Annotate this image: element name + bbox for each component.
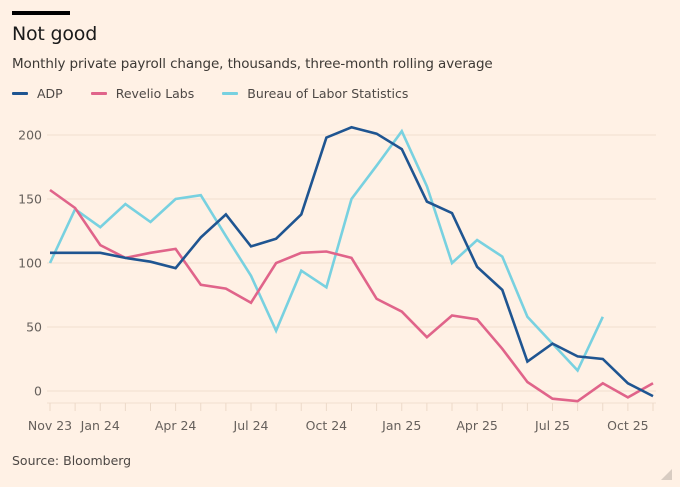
legend-label-revelio: Revelio Labs (115, 86, 195, 101)
series-line-revelio (49, 188, 654, 403)
legend: ADP Revelio Labs Bureau of Labor Statist… (12, 86, 436, 101)
x-tick-label: Oct 24 (306, 418, 348, 433)
legend-item-adp: ADP (12, 86, 63, 101)
x-tick-label: Oct 25 (607, 418, 649, 433)
y-tick-label: 0 (34, 384, 42, 399)
source-note: Source: Bloomberg (12, 453, 132, 468)
gridlines (47, 134, 656, 392)
y-tick-label: 150 (18, 192, 42, 207)
legend-swatch-bls (222, 92, 239, 95)
y-tick-label: 100 (18, 256, 42, 271)
series-lines (48, 125, 654, 403)
title-accent-bar (12, 11, 70, 15)
legend-label-bls: Bureau of Labor Statistics (247, 86, 409, 101)
series-line-bls (48, 128, 604, 373)
x-tick-label: Apr 24 (155, 418, 197, 433)
legend-item-bls: Bureau of Labor Statistics (222, 86, 408, 101)
legend-swatch-adp (12, 92, 28, 95)
x-tick-label: Jul 25 (534, 418, 570, 433)
legend-swatch-revelio (90, 92, 107, 95)
x-axis: Nov 23 Jan 24 Apr 24 Jul 24 Oct 24 Jan 25 Apr … (28, 402, 656, 433)
x-tick-label: Jan 24 (80, 418, 120, 433)
legend-label-adp: ADP (37, 86, 63, 101)
chart-subtitle: Monthly private payroll change, thousand… (12, 56, 493, 72)
x-tick-label: Nov 23 (28, 418, 72, 433)
y-tick-label: 50 (26, 320, 42, 335)
resize-handle-icon[interactable] (661, 469, 672, 480)
series-line-adp (50, 125, 654, 398)
legend-item-revelio: Revelio Labs (90, 86, 195, 101)
x-tick-label: Jan 25 (381, 418, 421, 433)
y-axis-ticks: 0 50 100 150 200 (18, 128, 42, 399)
chart-title: Not good (12, 23, 98, 45)
x-tick-label: Jul 24 (233, 418, 269, 433)
y-tick-label: 200 (18, 128, 42, 143)
x-tick-label: Apr 25 (456, 418, 498, 433)
